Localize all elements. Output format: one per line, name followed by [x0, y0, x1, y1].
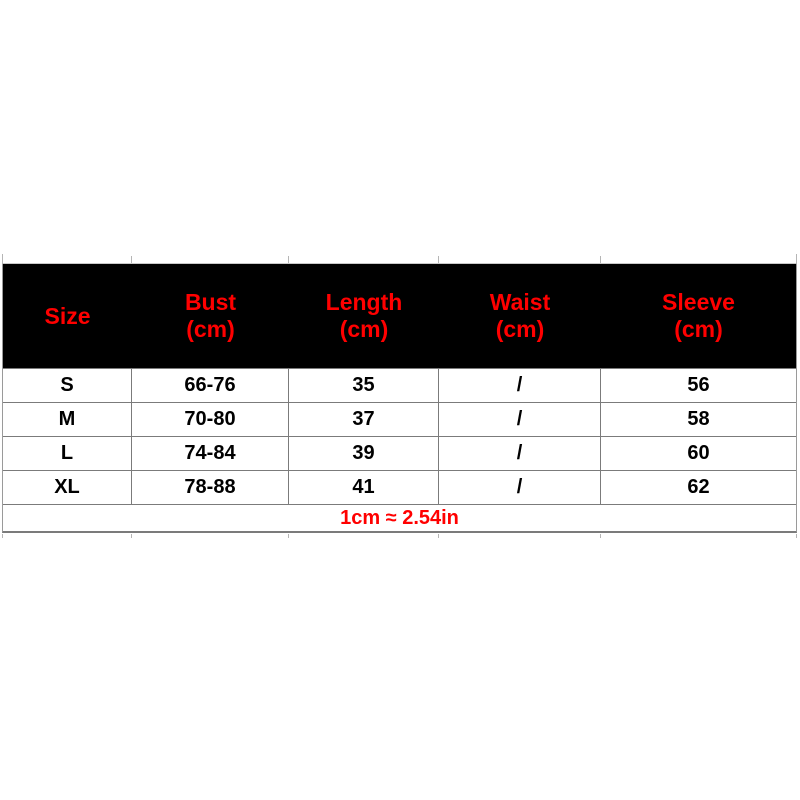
gridline-stub — [796, 534, 797, 538]
size-chart-table: Size Bust (cm) Length (cm) Waist (cm) Sleev… — [2, 263, 797, 533]
gridline-stub — [288, 534, 289, 538]
cell-bust: 66-76 — [132, 369, 289, 402]
cell-waist: / — [439, 437, 601, 470]
gridline-stub — [600, 534, 601, 538]
header-cell-bust: Bust (cm) — [132, 264, 289, 368]
header-label: Waist — [489, 289, 551, 315]
cell-sleeve: 62 — [687, 476, 710, 498]
cell-size: M — [3, 403, 132, 436]
table-row-m: M 70-80 37 / 58 — [3, 402, 796, 436]
gridline-stub — [131, 256, 132, 263]
gridline-stub — [600, 256, 601, 263]
gridline-stub — [131, 534, 132, 538]
cell-waist: / — [439, 471, 601, 504]
cell-sleeve: 60 — [687, 442, 710, 464]
header-label: Length — [325, 289, 403, 315]
table-row-l: L 74-84 39 / 60 — [3, 436, 796, 470]
header-unit: (cm) — [339, 316, 389, 342]
header-unit: (cm) — [674, 316, 723, 342]
table-header-row: Size Bust (cm) Length (cm) Waist (cm) Sleev… — [3, 264, 796, 368]
cell-bust: 70-80 — [132, 403, 289, 436]
cell-length: 35 — [289, 369, 439, 402]
cell-length: 37 — [289, 403, 439, 436]
gridline-stub — [2, 254, 3, 263]
header-label: Sleeve — [662, 289, 735, 315]
gridline-stub — [438, 534, 439, 538]
cell-size: S — [3, 369, 132, 402]
gridline-stub — [796, 254, 797, 263]
cell-waist: / — [439, 369, 601, 402]
header-unit: (cm) — [495, 316, 545, 342]
header-cell-length: Length (cm) — [289, 264, 439, 368]
cell-waist: / — [439, 403, 601, 436]
gridline-stub — [288, 256, 289, 263]
cell-sleeve: 56 — [687, 374, 710, 396]
cell-length: 41 — [289, 471, 439, 504]
cell-length: 39 — [289, 437, 439, 470]
cell-size: XL — [3, 471, 132, 504]
header-cell-waist: Waist (cm) — [439, 264, 601, 368]
table-row-xl: XL 78-88 41 / 62 — [3, 470, 796, 504]
header-cell-sleeve: Sleeve (cm) — [601, 264, 796, 368]
conversion-note-row: 1cm ≈ 2.54in — [3, 504, 796, 531]
cell-bust: 78-88 — [132, 471, 289, 504]
header-label: Bust — [184, 289, 237, 315]
table-row-s: S 66-76 35 / 56 — [3, 368, 796, 402]
cell-bust: 74-84 — [132, 437, 289, 470]
header-label: Size — [44, 302, 91, 329]
cell-size: L — [3, 437, 132, 470]
header-unit: (cm) — [186, 316, 235, 342]
gridline-stub — [438, 256, 439, 263]
conversion-note: 1cm ≈ 2.54in — [340, 506, 459, 529]
gridline-stub — [2, 534, 3, 538]
cell-sleeve: 58 — [687, 408, 710, 430]
header-cell-size: Size — [3, 264, 132, 368]
